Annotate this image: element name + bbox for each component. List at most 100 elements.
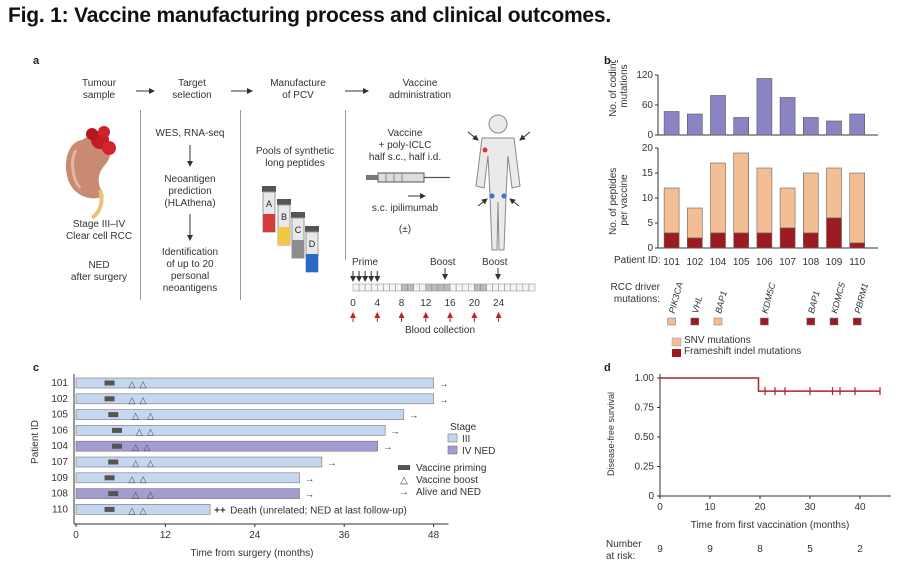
b-top-bar xyxy=(803,117,819,136)
death-note: Death (unrelated; NED at last follow-up) xyxy=(230,505,407,516)
blood-arrows xyxy=(350,312,502,322)
patient-id-tick: 107 xyxy=(779,257,796,268)
b-bar-frameshift xyxy=(826,217,842,249)
patient-bar xyxy=(75,456,323,468)
panel-a-graphics: A B C D xyxy=(66,88,536,322)
divider xyxy=(140,110,141,300)
driver-mutation-mark xyxy=(806,317,816,326)
site-arrow xyxy=(477,198,488,207)
d-ytick-label: 0.25 xyxy=(635,462,655,473)
b-bar-frameshift xyxy=(756,232,773,249)
boost-label-1: Boost xyxy=(430,257,456,268)
b-top-bar xyxy=(849,113,865,136)
neoantigen-text: Neoantigen prediction (HLAthena) xyxy=(164,174,216,209)
timeline-tick-label: 0 xyxy=(350,298,356,309)
svg-text:No. of peptides per vacc: No. of peptides per vaccine xyxy=(608,165,630,235)
b-top-bar xyxy=(663,111,680,136)
timeline-cell xyxy=(443,283,451,292)
boost-marker: △ xyxy=(140,474,147,484)
boost-marker: △ xyxy=(147,411,154,421)
prime-marker xyxy=(104,396,115,402)
timeline-cell xyxy=(449,283,457,292)
timeline-cell xyxy=(358,283,366,292)
b-bar-frameshift xyxy=(779,227,796,249)
divider xyxy=(240,110,241,300)
alive-arrow: → xyxy=(409,411,419,422)
at-risk-value: 5 xyxy=(807,544,813,555)
panel-b-chart: No. of coding mutations No. of peptides … xyxy=(608,60,878,357)
patient-row-label: 108 xyxy=(51,489,68,500)
boost-marker: △ xyxy=(132,442,139,452)
step-tumour: Tumour sample xyxy=(81,78,117,101)
timeline-cell xyxy=(431,283,439,292)
injection-site-icon xyxy=(489,193,495,199)
legend-alive-icon: → xyxy=(399,487,409,498)
patient-id-tick: 104 xyxy=(710,257,727,268)
timeline-cell xyxy=(377,283,384,292)
syringe-icon xyxy=(366,172,450,183)
timeline-cell xyxy=(419,283,427,292)
b-top-ylabel-1: No. of coding xyxy=(608,60,619,117)
d-ylabel: Disease-free survival xyxy=(606,392,616,476)
b-top-ylabel-2: mutations xyxy=(619,64,630,107)
b-bot-ytick-label: 15 xyxy=(642,168,654,179)
b-top-bar xyxy=(826,120,842,136)
vial-a-label: A xyxy=(266,199,272,209)
alive-arrow: → xyxy=(305,474,315,485)
step-administration: Vaccine administration xyxy=(388,78,452,101)
panel-b-label: b xyxy=(604,55,611,67)
at-risk-value: 2 xyxy=(857,544,863,555)
svg-text:No. of coding mutations: No. of coding mutations xyxy=(608,60,630,117)
timeline-cell xyxy=(395,283,402,292)
site-arrow xyxy=(519,131,531,141)
boost-label-2: Boost xyxy=(482,257,508,268)
boost-marker: △ xyxy=(143,442,150,452)
patient-id-label: Patient ID: xyxy=(614,255,661,266)
peptide-vials-icon xyxy=(262,186,319,273)
driver-gene-label: KDMC5 xyxy=(829,281,847,315)
ned-text: NED after surgery xyxy=(70,260,128,283)
timeline-bar xyxy=(352,283,536,292)
stage-iii-swatch xyxy=(447,433,458,443)
injection-site-icon xyxy=(482,147,488,153)
timeline-cell xyxy=(498,283,505,292)
b-bot-ytick-label: 0 xyxy=(647,243,653,254)
prime-marker xyxy=(111,427,122,433)
timeline-cell xyxy=(468,283,475,292)
b-bar-frameshift xyxy=(803,232,819,249)
at-risk-value: 9 xyxy=(657,544,663,555)
figure-title: Fig. 1: Vaccine manufacturing process an… xyxy=(8,4,612,27)
d-xtick-label: 0 xyxy=(657,502,663,513)
timeline-tick-label: 24 xyxy=(493,298,505,309)
stage-iv-swatch xyxy=(447,445,458,455)
vial-b-label: B xyxy=(281,212,287,222)
driver-mutation-mark xyxy=(713,317,723,326)
prime-arrows xyxy=(350,271,381,282)
driver-gene-label: VHL xyxy=(690,295,704,315)
boost-marker: △ xyxy=(140,505,147,515)
driver-mutation-mark xyxy=(690,317,700,326)
timeline-cell xyxy=(407,283,414,292)
patient-row-label: 110 xyxy=(52,504,68,515)
patient-id-tick: 109 xyxy=(826,257,843,268)
b-top-bar xyxy=(756,78,773,136)
b-bar-snv xyxy=(733,152,749,234)
site-arrow xyxy=(467,131,479,141)
legend-fs-text: Frameshift indel mutations xyxy=(684,346,802,357)
vaccine-text: Vaccine + poly-ICLC half s.c., half i.d. xyxy=(368,128,442,163)
blood-collection-label: Blood collection xyxy=(404,325,476,336)
alive-arrow: → xyxy=(439,379,449,390)
boost-marker: △ xyxy=(132,411,139,421)
b-bar-frameshift xyxy=(687,237,703,249)
b-bot-ylabel-1: No. of peptides xyxy=(608,168,619,235)
b-bot-ytick-label: 10 xyxy=(642,193,654,204)
b-bar-snv xyxy=(663,187,680,234)
d-xtick-label: 20 xyxy=(754,502,766,513)
identification-text: Identification of up to 20 personal neoa… xyxy=(161,247,219,294)
timeline-cell xyxy=(383,283,390,292)
b-bar-frameshift xyxy=(710,232,726,249)
b-top-ytick-label: 0 xyxy=(647,130,653,141)
boost-marker: △ xyxy=(147,458,154,468)
boost-marker: △ xyxy=(128,395,135,405)
boost-marker: △ xyxy=(128,379,135,389)
